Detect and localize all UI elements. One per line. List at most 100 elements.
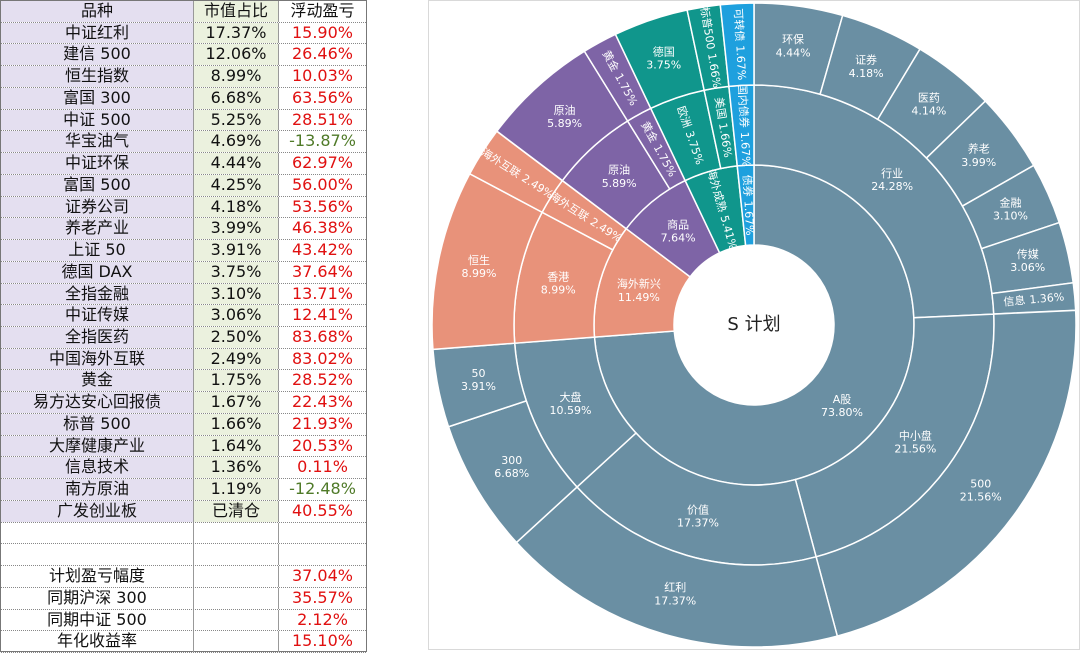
segment-value: 17.37% [677,517,719,530]
table-cell: 3.99% [194,218,279,240]
segment-label: 传媒 3.06% [1010,248,1045,274]
table-cell: 大摩健康产业 [1,435,194,457]
sunburst-segment [719,2,755,88]
table-cell: 1.36% [194,457,279,479]
table-cell: 信息技术 [1,457,194,479]
segment-label: 50 3.91% [461,367,496,393]
table-cell: 养老产业 [1,218,194,240]
table-row: 易方达安心回报债 1.67% 22.43% [1,392,366,414]
blank-cell [279,523,366,544]
table-cell: 1.66% [194,413,279,435]
table-cell: -13.87% [279,131,366,153]
table-cell: 21.93% [279,413,366,435]
segment-name: 香港 [547,270,569,283]
segment-label: 原油 5.89% [547,103,582,130]
center-hole [674,245,834,405]
blank-cell [194,609,279,631]
table-cell: 13.71% [279,283,366,305]
segment-value: 6.68% [494,467,529,480]
segment-label: 环保 4.44% [776,32,811,59]
table-row: 全指医药 2.50% 83.68% [1,327,366,349]
table-cell: 德国 DAX [1,261,194,283]
table-row: 建信 500 12.06% 26.46% [1,44,366,67]
table-row: 标普 500 1.66% 21.93% [1,413,366,436]
chart-title: S 计划 [727,314,780,335]
segment-value: 24.28% [871,180,913,193]
table-row: 上证 50 3.91% 43.42% [1,240,366,262]
segment-name: 证券 [855,53,877,67]
blank-cell [194,587,279,609]
table-cell: 富国 300 [1,87,194,109]
header-cell: 市值占比 [194,1,279,22]
table-row: 富国 300 6.68% 63.56% [1,87,366,110]
table-row: 证券公司 4.18% 53.56% [1,196,366,219]
blank-cell [1,544,194,566]
segment-name: 商品 [667,217,689,231]
blank-cell [194,566,279,587]
table-cell: 上证 50 [1,240,194,261]
summary-value: 37.04% [291,566,353,586]
table-cell: 中证 500 [1,109,194,131]
table-cell: 5.25% [194,109,279,131]
blank-cell [194,544,279,566]
segment-name: 美国 [712,96,728,120]
table-cell: 10.03% [279,66,366,87]
table-cell: 17.37% [194,22,279,44]
table-cell: 证券公司 [1,196,194,218]
table-cell: 广发创业板 [1,500,194,522]
summary-label: 年化收益率 [1,631,194,652]
segment-value: 5.89% [602,177,637,190]
segment-name: 环保 [782,32,804,46]
table-row: 中证环保 4.44% 62.97% [1,153,366,175]
table-cell: 南方原油 [1,479,194,500]
segment-name: 原油 [608,163,630,177]
segment-value: 1.67% [733,45,748,81]
table-cell: 华宝油气 [1,131,194,153]
segment-label: 债券 1.67% [740,174,757,236]
table-cell: 3.91% [194,240,279,261]
summary-value: 35.57% [291,587,353,607]
segment-name: 信息 [1003,293,1026,309]
summary-label: 同期沪深 300 [1,587,194,609]
table-cell: 黄金 [1,370,194,392]
blank-cell [1,522,194,544]
segment-label: 德国 3.75% [646,44,681,71]
table-cell: 全指医药 [1,327,194,348]
table-cell: 富国 500 [1,174,194,196]
table-cell: 4.18% [194,196,279,218]
segment-name: 标普500 [698,6,719,51]
summary-label: 计划盈亏幅度 [1,566,194,587]
blank-row [1,544,366,567]
table-cell: 中国海外互联 [1,348,194,370]
segment-value: 7.64% [661,232,696,245]
segment-label: 恒生 8.99% [461,253,496,280]
segment-label: 红利 17.37% [654,581,696,607]
table-row: 中国海外互联 2.49% 83.02% [1,348,366,371]
table-row: 华宝油气 4.69% -13.87% [1,131,366,154]
segment-value: 17.37% [654,594,696,607]
table-cell: 62.97% [279,153,366,174]
table-row: 中证红利 17.37% 15.90% [1,22,366,45]
segment-value: 4.44% [776,46,811,59]
segment-value: 21.56% [960,491,1002,504]
table-cell: 中证传媒 [1,305,194,326]
table-cell: 已清仓 [194,500,279,522]
segment-label: 金融 3.10% [993,196,1028,223]
summary-row: 年化收益率 15.10% [1,631,366,653]
segment-name: 海外新兴 [617,277,661,291]
summary-row: 同期沪深 300 35.57% [1,587,366,610]
table-row: 大摩健康产业 1.64% 20.53% [1,435,366,458]
segment-value: 1.66% [716,122,734,159]
header-row: 品种 市值占比 浮动盈亏 [1,1,366,23]
segment-name: 原油 [554,103,576,117]
segment-value: 4.14% [911,105,946,118]
table-cell: 53.56% [279,196,366,218]
table-cell: 1.67% [194,392,279,413]
header-cell: 品种 [1,1,194,22]
summary-row: 计划盈亏幅度 37.04% [1,566,366,588]
table-row: 中证传媒 3.06% 12.41% [1,305,366,327]
table-row: 富国 500 4.25% 56.00% [1,174,366,197]
segment-value: 3.10% [993,210,1028,223]
segment-value: 1.67% [738,131,753,167]
header-cell: 浮动盈亏 [279,1,366,22]
